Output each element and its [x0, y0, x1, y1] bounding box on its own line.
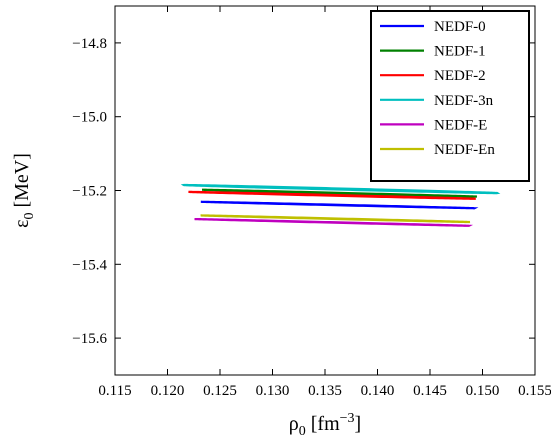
x-tick-label: 0.150	[466, 383, 500, 399]
x-axis-unit-close: ]	[355, 413, 362, 435]
y-tick-label: −15.6	[72, 331, 107, 347]
x-axis-title: ρ0 [fm−3]	[289, 411, 361, 439]
legend-label: NEDF-1	[434, 44, 486, 60]
ellipse-nedf-e	[194, 217, 474, 227]
x-axis-unit: [fm	[306, 413, 340, 435]
legend-label: NEDF-En	[434, 142, 495, 158]
ellipse-nedf-0	[200, 200, 479, 210]
legend-label: NEDF-E	[434, 117, 487, 133]
x-tick-label: 0.120	[151, 383, 185, 399]
y-tick-label: −15.0	[72, 110, 107, 126]
ellipse-nedf-2	[188, 190, 476, 200]
x-axis-symbol: ρ	[289, 413, 299, 435]
x-tick-label: 0.155	[518, 383, 551, 399]
x-tick-label: 0.130	[256, 383, 290, 399]
ellipse-nedf-1	[201, 188, 478, 198]
y-axis-unit: [MeV]	[11, 153, 33, 212]
y-axis-title: ε0 [MeV]	[11, 153, 37, 228]
y-axis-subscript: 0	[22, 213, 37, 220]
ellipse-nedf-en	[200, 214, 471, 224]
y-tick-label: −15.4	[72, 257, 107, 273]
legend-box	[370, 10, 530, 182]
axis-ticks: 0.115 0.120 0.125 0.130 0.135 0.140 0.145 0.150…	[72, 6, 551, 399]
legend: NEDF-0 NEDF-1 NEDF-2 NEDF-3n NEDF-E NEDF-En	[370, 10, 530, 182]
y-tick-label: −14.8	[72, 36, 107, 52]
x-axis-subscript: 0	[299, 424, 306, 439]
legend-label: NEDF-2	[434, 68, 486, 84]
series-ellipses	[180, 183, 501, 227]
x-tick-label: 0.125	[203, 383, 237, 399]
x-axis-unit-exponent: −3	[340, 411, 355, 426]
y-tick-label: −15.2	[72, 184, 107, 200]
x-tick-label: 0.115	[98, 383, 131, 399]
x-tick-label: 0.140	[361, 383, 395, 399]
x-tick-label: 0.135	[308, 383, 342, 399]
y-axis-symbol: ε	[11, 220, 33, 228]
legend-label: NEDF-3n	[434, 93, 494, 109]
x-tick-label: 0.145	[413, 383, 447, 399]
ellipse-nedf-3n	[180, 183, 501, 195]
legend-label: NEDF-0	[434, 19, 486, 35]
